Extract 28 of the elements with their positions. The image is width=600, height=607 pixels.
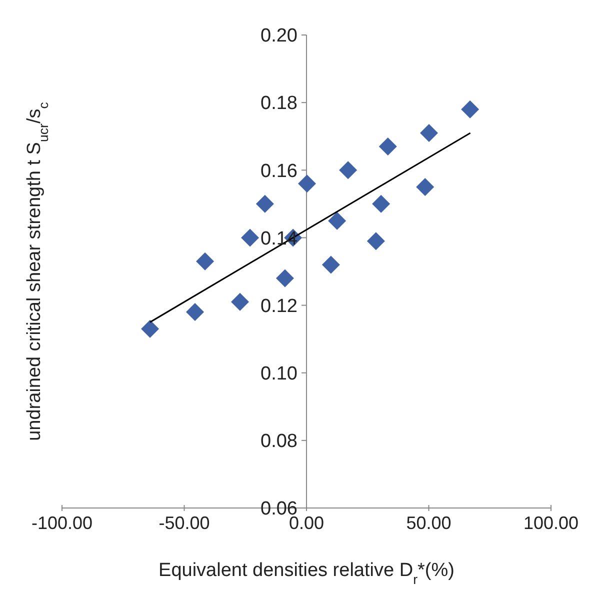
point	[196, 252, 214, 270]
point	[328, 212, 346, 230]
point	[241, 228, 260, 247]
point	[322, 256, 340, 274]
x-tick-label: -100.00	[31, 512, 93, 533]
point	[298, 174, 316, 193]
point	[372, 194, 390, 213]
y-tick-label: 0.20	[260, 26, 298, 47]
point	[276, 269, 294, 288]
point	[420, 124, 438, 142]
point	[186, 303, 204, 322]
y-tick-label: 0.10	[260, 364, 298, 385]
y-tick-label: 0.16	[260, 160, 298, 182]
x-tick-label: 50.00	[406, 512, 452, 533]
point	[339, 161, 358, 180]
x-tick-label: -50.00	[158, 512, 210, 533]
point	[416, 178, 434, 196]
point	[461, 100, 480, 118]
x-tick-label: 100.00	[523, 512, 579, 533]
point	[141, 320, 160, 338]
y-tick-label: 0.18	[260, 93, 298, 114]
y-tick-label: 0.08	[260, 431, 298, 452]
point	[366, 232, 385, 250]
point	[256, 194, 274, 213]
point	[230, 292, 249, 311]
point	[378, 137, 397, 156]
y-tick-label: 0.12	[260, 296, 298, 317]
x-axis-title: Equivalent densities relative D$_{r}$*(%)	[158, 560, 454, 586]
